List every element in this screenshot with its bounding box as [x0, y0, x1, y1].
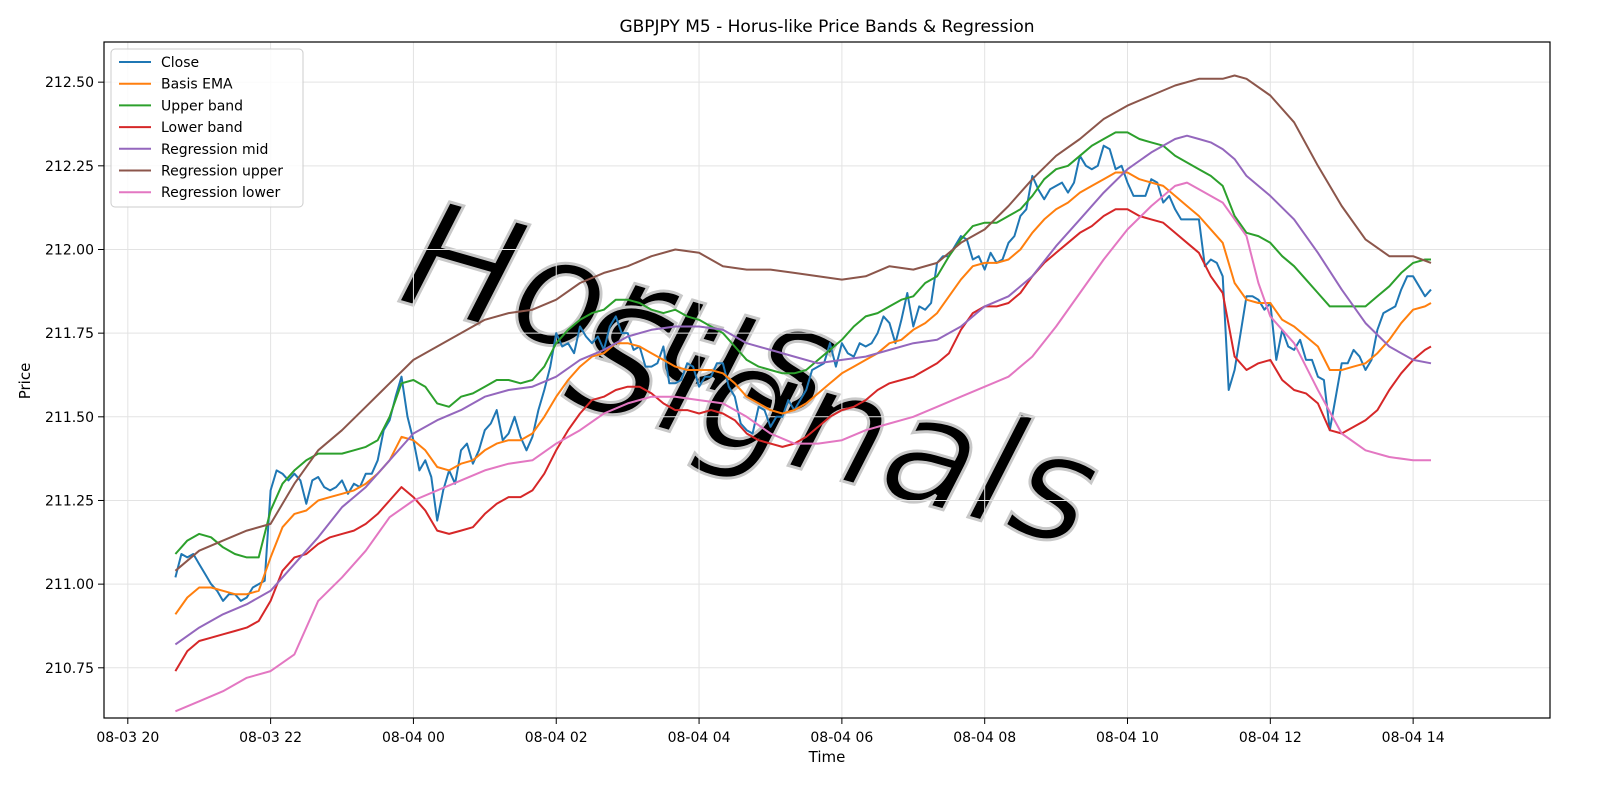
plot-frame — [103, 41, 1551, 719]
series-line-regression-mid — [174, 134, 1432, 646]
legend-label-upper-band: Upper band — [161, 98, 243, 114]
y-tick-label: 211.00 — [45, 577, 94, 593]
x-tick-label: 08-04 12 — [1239, 730, 1302, 746]
series-line-lower-band — [174, 208, 1432, 672]
legend-box — [110, 48, 304, 208]
x-tick-label: 08-04 10 — [1096, 730, 1159, 746]
x-ticks: 08-03 20 08-03 22 08-04 00 08-04 02 08-04 04… — [96, 718, 1445, 746]
x-tick-label: 08-04 04 — [668, 730, 731, 746]
x-tick-label: 08-04 08 — [953, 730, 1016, 746]
x-tick-label: 08-04 06 — [810, 730, 873, 746]
x-tick-label: 08-04 02 — [525, 730, 588, 746]
x-tick-label: 08-03 20 — [96, 730, 159, 746]
y-tick-label: 210.75 — [45, 661, 94, 677]
y-axis-label: Price — [16, 363, 34, 400]
legend-label-regression-upper: Regression upper — [161, 164, 283, 180]
x-tick-label: 08-04 14 — [1382, 730, 1445, 746]
x-tick-label: 08-03 22 — [239, 730, 302, 746]
y-ticks: 210.75 211.00 211.25 211.50 211.75 212.00 212.… — [45, 75, 104, 677]
series-layer — [174, 74, 1432, 713]
y-tick-label: 212.00 — [45, 242, 94, 258]
series-line-regression-upper — [174, 74, 1432, 572]
legend-label-basis-ema: Basis EMA — [161, 77, 233, 93]
legend-label-lower-band: Lower band — [161, 120, 243, 136]
x-axis-label: Time — [808, 748, 846, 766]
legend-label-regression-lower: Regression lower — [161, 185, 281, 201]
chart-title: GBPJPY M5 - Horus-like Price Bands & Reg… — [619, 17, 1034, 37]
legend-label-regression-mid: Regression mid — [161, 142, 268, 158]
grid-layer — [104, 42, 1550, 718]
legend: Close Basis EMA Upper band Lower band Regres… — [110, 48, 304, 208]
y-tick-label: 212.25 — [45, 159, 94, 175]
x-tick-label: 08-04 00 — [382, 730, 445, 746]
y-tick-label: 211.25 — [45, 493, 94, 509]
legend-label-close: Close — [161, 55, 199, 71]
y-tick-label: 211.50 — [45, 410, 94, 426]
y-tick-label: 211.75 — [45, 326, 94, 342]
series-line-regression-lower — [175, 181, 1431, 713]
y-tick-label: 212.50 — [45, 75, 94, 91]
series-line-upper-band — [174, 131, 1431, 559]
